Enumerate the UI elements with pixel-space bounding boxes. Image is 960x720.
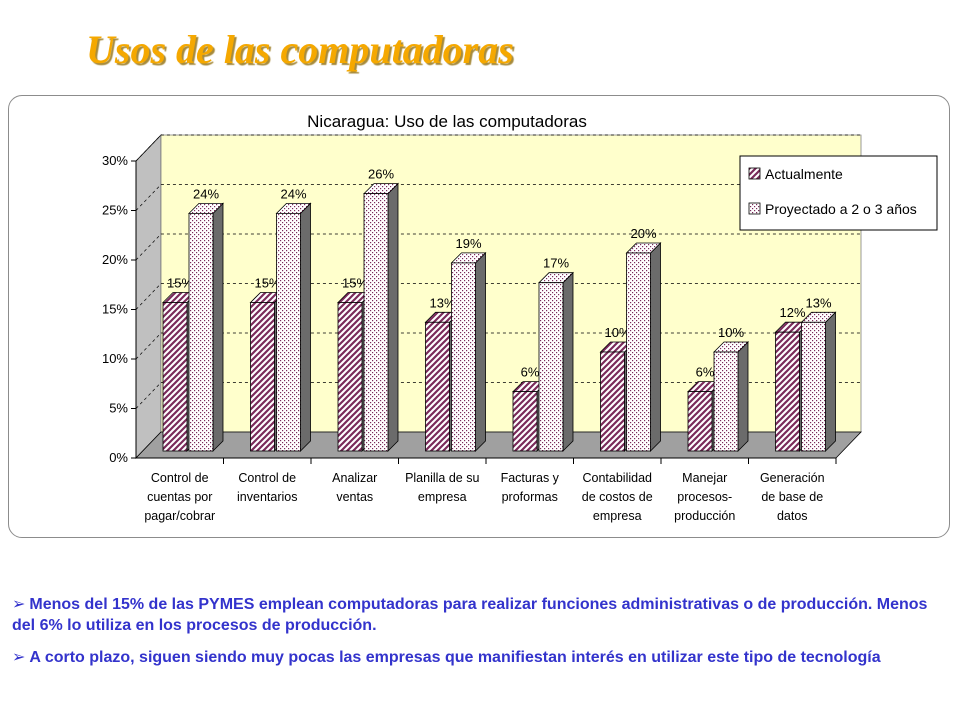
data-label: 13% (805, 295, 831, 310)
bar-projected-side (387, 182, 399, 452)
bar-projected-side (650, 242, 661, 452)
chart-title: Nicaragua: Uso de las computadoras (307, 112, 587, 131)
bar-actual (425, 321, 450, 452)
bar-projected (276, 212, 301, 452)
category-label: Control de (151, 471, 209, 485)
legend-box (739, 155, 938, 231)
category-label: cuentas por (147, 490, 212, 504)
data-label: 6% (696, 365, 715, 380)
bullet-text: Menos del 15% de las PYMES emplean compu… (12, 596, 928, 634)
category-label: Generación (760, 471, 825, 485)
legend-swatch (748, 202, 761, 215)
category-label: pagar/cobrar (144, 509, 215, 523)
category-label: inventarios (237, 490, 297, 504)
gridline (135, 184, 861, 211)
bar-projected-side (737, 341, 749, 452)
arrow-bullet-icon: ➢ (12, 647, 26, 666)
arrow-bullet-icon: ➢ (12, 594, 26, 613)
data-label: 19% (455, 236, 481, 251)
y-tick-label: 20% (102, 252, 128, 267)
category-label: empresa (593, 509, 642, 523)
category-label: Contabilidad (583, 471, 653, 485)
bar-projected (538, 282, 564, 452)
category-label: procesos- (677, 490, 732, 504)
data-label: 17% (543, 256, 569, 271)
bar-projected (363, 193, 389, 452)
category-label: Analizar (332, 471, 377, 485)
category-label: Control de (238, 471, 296, 485)
data-label: 10% (718, 325, 744, 340)
data-label: 15% (342, 276, 368, 291)
y-tick-label: 0% (109, 450, 128, 465)
bar-projected (451, 262, 476, 452)
bar-projected-side (562, 271, 574, 452)
category-label: Facturas y (501, 471, 560, 485)
bar-actual (775, 331, 800, 452)
category-label: proformas (502, 490, 558, 504)
bar-actual (600, 351, 625, 452)
category-label: datos (777, 509, 808, 523)
bullet-text: A corto plazo, siguen siendo muy pocas l… (29, 649, 881, 666)
bar-projected-side (212, 202, 224, 452)
category-label: Manejar (682, 471, 727, 485)
data-label: 12% (779, 305, 805, 320)
bar-projected-side (475, 251, 486, 452)
bar-projected (188, 212, 214, 452)
bar-projected-side (825, 311, 836, 452)
bar-projected (801, 321, 826, 452)
bar-actual (162, 302, 188, 452)
category-label: de base de (761, 490, 823, 504)
bar-projected (626, 252, 651, 452)
data-label: 26% (368, 167, 394, 182)
data-label: 24% (280, 186, 306, 201)
bar-actual (337, 302, 363, 452)
bullet-item: ➢ A corto plazo, siguen siendo muy pocas … (12, 646, 947, 668)
bar-actual (687, 391, 713, 452)
data-label: 15% (254, 276, 280, 291)
category-label: Planilla de su (405, 471, 479, 485)
bullet-list: ➢ Menos del 15% de las PYMES emplean comp… (12, 593, 947, 678)
bar-projected-side (300, 202, 311, 452)
legend-swatch (748, 167, 761, 180)
legend-label: Actualmente (765, 166, 843, 182)
legend-label: Proyectado a 2 o 3 años (765, 201, 917, 217)
gridline (135, 233, 861, 261)
bar-actual (250, 302, 275, 452)
data-label: 20% (630, 226, 656, 241)
data-label: 24% (193, 186, 219, 201)
bar-projected (713, 351, 739, 452)
gridline (135, 382, 861, 409)
y-tick-label: 5% (109, 401, 128, 416)
category-label: de costos de (582, 490, 653, 504)
y-tick-label: 10% (102, 351, 128, 366)
gridline (135, 332, 861, 360)
gridline (135, 283, 861, 310)
category-label: producción (674, 509, 735, 523)
y-tick-label: 30% (102, 153, 128, 168)
data-label: 6% (521, 365, 540, 380)
y-tick-label: 15% (102, 302, 128, 317)
category-label: empresa (418, 490, 467, 504)
bullet-item: ➢ Menos del 15% de las PYMES emplean comp… (12, 593, 947, 636)
data-label: 13% (429, 295, 455, 310)
bar-actual (512, 391, 538, 452)
y-tick-label: 25% (102, 203, 128, 218)
gridline (135, 134, 861, 162)
slide-title: Usos de las computadoras (86, 27, 514, 72)
category-label: ventas (336, 490, 373, 504)
data-label: 10% (604, 325, 630, 340)
floor (135, 431, 862, 459)
data-label: 15% (167, 276, 193, 291)
